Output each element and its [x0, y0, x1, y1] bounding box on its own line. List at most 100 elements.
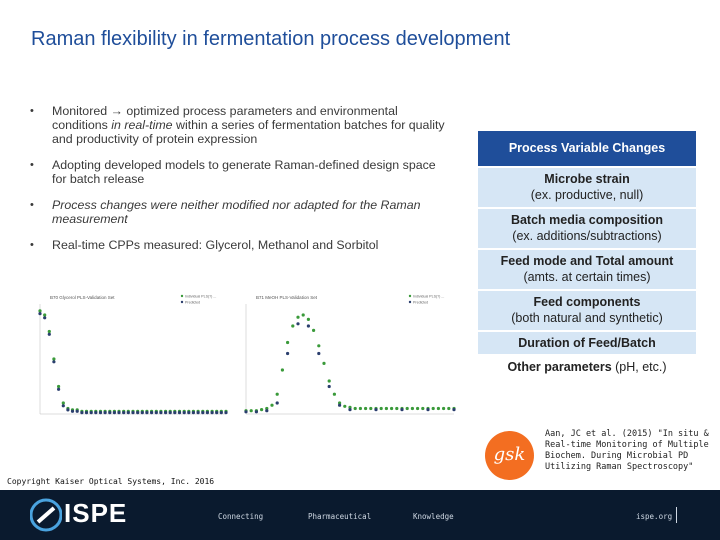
- data-point: [286, 340, 290, 345]
- data-point: [416, 406, 420, 411]
- legend-entry: Predicted: [185, 301, 200, 305]
- data-point: [260, 408, 264, 412]
- ispe-logo-text: ISPE: [64, 498, 128, 528]
- data-point: [38, 309, 42, 313]
- bullet-item: • Monitored → optimized process parameter…: [30, 104, 445, 146]
- ispe-logo-icon: [30, 498, 62, 532]
- footer-nav-knowledge[interactable]: Knowledge: [413, 512, 454, 521]
- data-point: [159, 411, 163, 415]
- data-point: [431, 406, 435, 411]
- data-point: [306, 317, 310, 321]
- data-point: [215, 411, 219, 415]
- data-point: [38, 312, 42, 316]
- data-point: [52, 360, 56, 364]
- data-point: [296, 315, 300, 319]
- data-point: [196, 411, 200, 415]
- gsk-logo: gsk: [485, 431, 534, 480]
- bullet-list: • Monitored → optimized process parameter…: [30, 104, 450, 264]
- data-point: [70, 409, 75, 413]
- data-point: [80, 411, 84, 415]
- data-point: [205, 411, 209, 415]
- footer-divider: [676, 507, 677, 523]
- data-point: [154, 411, 158, 415]
- data-point: [452, 408, 456, 412]
- data-point: [75, 409, 79, 413]
- data-point: [52, 357, 56, 361]
- data-point: [224, 411, 228, 415]
- data-point: [447, 406, 451, 411]
- data-point: [280, 368, 284, 372]
- data-point: [249, 409, 253, 413]
- table-row: Duration of Feed/Batch: [478, 330, 696, 354]
- data-point: [61, 404, 65, 408]
- data-point: [43, 313, 47, 317]
- data-point: [108, 411, 112, 415]
- data-point: [306, 324, 310, 328]
- data-point: [168, 411, 172, 415]
- data-point: [275, 392, 279, 396]
- data-point: [374, 408, 378, 412]
- reference-citation: Aan, JC et al. (2015) "In situ & Real-ti…: [545, 429, 709, 472]
- data-point: [131, 411, 135, 415]
- data-point: [286, 351, 290, 356]
- data-point: [254, 410, 258, 414]
- chart-title: B71 MeOH PLS-Validation Set: [256, 295, 318, 300]
- data-point: [400, 408, 404, 412]
- table-row: Feed mode and Total amount (amts. at cer…: [478, 248, 696, 289]
- data-point: [47, 332, 51, 336]
- data-point: [117, 411, 121, 415]
- data-point: [66, 408, 70, 412]
- table-row: Batch media composition (ex. additions/s…: [478, 207, 696, 248]
- data-point: [187, 411, 191, 415]
- data-point: [358, 406, 362, 411]
- data-point: [338, 403, 342, 407]
- data-point: [296, 322, 300, 326]
- data-point: [182, 411, 186, 415]
- data-point: [364, 406, 368, 411]
- data-point: [426, 408, 430, 412]
- data-point: [173, 411, 177, 415]
- data-point: [140, 411, 144, 415]
- slide-title: Raman flexibility in fermentation proces…: [31, 28, 511, 50]
- data-point: [317, 344, 321, 348]
- legend-swatch: [180, 294, 184, 298]
- data-point: [338, 401, 342, 405]
- data-point: [436, 406, 440, 411]
- data-point: [57, 384, 61, 389]
- legend-swatch: [408, 300, 412, 304]
- data-point: [390, 406, 394, 411]
- data-point: [405, 406, 409, 411]
- data-point: [126, 411, 130, 415]
- data-point: [353, 406, 357, 411]
- footer-nav-connecting[interactable]: Connecting: [218, 512, 264, 521]
- data-point: [89, 411, 93, 415]
- data-point: [94, 411, 98, 415]
- data-point: [322, 361, 326, 365]
- data-point: [317, 351, 321, 356]
- data-point: [442, 406, 446, 411]
- footer-nav-pharmaceutical[interactable]: Pharmaceutical: [308, 512, 372, 521]
- data-point: [348, 405, 352, 409]
- data-point: [275, 401, 279, 405]
- data-point: [265, 406, 269, 411]
- footer-bar: ISPE Connecting Pharmaceutical Knowledge…: [0, 490, 720, 540]
- bullet-item: • Adopting developed models to generate R…: [30, 158, 436, 186]
- table-row: Other parameters (pH, etc.): [478, 354, 696, 378]
- bullet-item: • Process changes were neither modified n…: [30, 198, 421, 226]
- glycerol-chart: B70 Glycerol PLS-Validation Set Individua…: [38, 294, 228, 415]
- data-point: [270, 403, 274, 407]
- data-point: [301, 313, 305, 317]
- data-point: [164, 411, 168, 415]
- footer-site-link[interactable]: ispe.org: [636, 512, 673, 521]
- data-point: [103, 411, 107, 415]
- data-point: [369, 406, 373, 411]
- data-point: [122, 411, 126, 415]
- data-point: [210, 411, 214, 415]
- data-point: [332, 392, 336, 396]
- data-point: [265, 409, 269, 413]
- legend-swatch: [180, 300, 184, 304]
- legend-entry: Individual PLS(?) ...: [413, 295, 444, 299]
- data-point: [219, 411, 223, 415]
- copyright-text: Copyright Kaiser Optical Systems, Inc. 2…: [7, 477, 215, 486]
- data-point: [201, 411, 205, 415]
